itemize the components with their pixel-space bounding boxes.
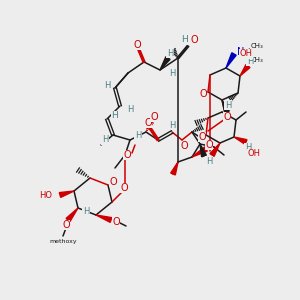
Text: O: O (180, 141, 188, 151)
Polygon shape (96, 215, 112, 222)
Text: O: O (62, 220, 70, 230)
Text: H: H (127, 104, 133, 113)
Text: O: O (112, 217, 120, 227)
Text: H: H (247, 56, 253, 65)
Text: O: O (199, 89, 207, 99)
Polygon shape (171, 162, 178, 175)
Text: H: H (245, 143, 251, 152)
Text: H: H (169, 68, 175, 77)
Text: H: H (102, 136, 108, 145)
Text: OH: OH (239, 50, 253, 58)
Text: O: O (133, 40, 141, 50)
Text: CH₃: CH₃ (250, 57, 263, 63)
Text: H: H (112, 112, 118, 121)
Text: O: O (150, 112, 158, 122)
Polygon shape (226, 53, 236, 68)
Text: O: O (144, 118, 152, 128)
Text: CH₃: CH₃ (250, 43, 263, 49)
Text: H: H (135, 130, 141, 140)
Polygon shape (200, 144, 206, 157)
Text: H: H (83, 206, 89, 215)
Text: O: O (109, 177, 117, 187)
Polygon shape (192, 147, 207, 157)
Text: H: H (206, 157, 212, 166)
Text: O: O (198, 132, 206, 142)
Polygon shape (240, 64, 250, 76)
Text: OH: OH (248, 149, 260, 158)
Text: O: O (190, 35, 198, 45)
Text: N: N (237, 47, 245, 57)
Polygon shape (160, 57, 170, 70)
Text: O: O (205, 140, 213, 150)
Text: H: H (225, 100, 231, 109)
Text: H: H (104, 80, 110, 89)
Text: O: O (120, 183, 128, 193)
Text: O: O (123, 150, 131, 160)
Text: H: H (181, 35, 188, 44)
Text: O: O (223, 112, 231, 122)
Polygon shape (234, 137, 247, 144)
Polygon shape (59, 191, 74, 197)
Polygon shape (210, 143, 220, 156)
Polygon shape (66, 208, 78, 222)
Text: H: H (167, 49, 173, 58)
Text: methoxy: methoxy (49, 239, 77, 244)
Text: HO: HO (39, 190, 52, 200)
Text: H: H (169, 121, 175, 130)
Polygon shape (222, 100, 229, 113)
